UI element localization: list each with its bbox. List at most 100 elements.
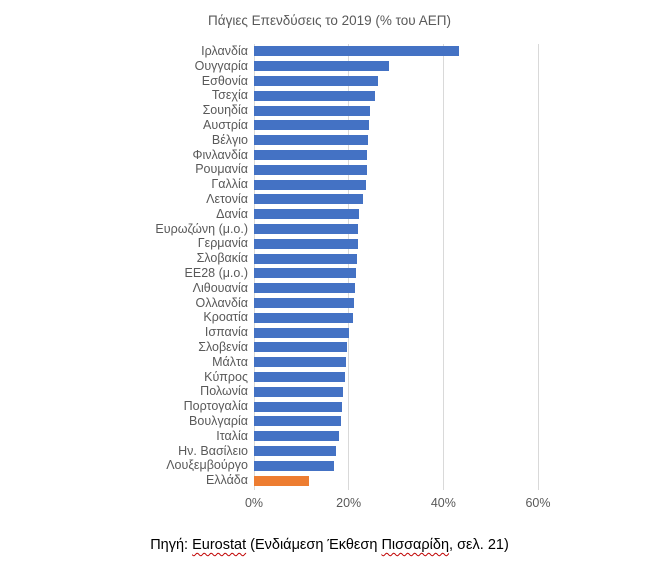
bar-track xyxy=(254,399,538,414)
bar-track xyxy=(254,370,538,385)
bar xyxy=(254,209,360,220)
bar xyxy=(254,283,355,294)
bar xyxy=(254,135,368,146)
x-tick-label: 20% xyxy=(336,496,362,510)
category-label: Λιθουανία xyxy=(192,280,248,295)
bar-track xyxy=(254,44,538,59)
source-caption: Πηγή: Eurostat (Ενδιάμεση Έκθεση Πισσαρί… xyxy=(0,537,659,553)
bar xyxy=(254,223,359,234)
category-label: Τσεχία xyxy=(211,88,248,103)
bar xyxy=(254,149,368,160)
bar-row: Λετονία xyxy=(0,192,538,207)
bar xyxy=(254,401,342,412)
bar-track xyxy=(254,177,538,192)
category-label: ΕΕ28 (μ.ο.) xyxy=(184,265,248,280)
category-label: Γαλλία xyxy=(211,177,248,192)
bar-track xyxy=(254,414,538,429)
y-axis-line xyxy=(253,44,255,490)
category-label: Εσθονία xyxy=(201,73,248,88)
bar-track xyxy=(254,310,538,325)
category-label: Ιρλανδία xyxy=(201,44,248,58)
bar-row: Πορτογαλία xyxy=(0,399,538,414)
bar xyxy=(254,105,370,116)
bar xyxy=(254,475,309,486)
x-tick-label: 40% xyxy=(430,496,456,510)
category-label: Ευρωζώνη (μ.ο.) xyxy=(155,221,248,236)
bar-row: Ιταλία xyxy=(0,429,538,444)
bar-row: Λιθουανία xyxy=(0,281,538,296)
bar-track xyxy=(254,444,538,459)
bar xyxy=(254,327,350,338)
bar xyxy=(254,357,346,368)
caption-middle: (Ενδιάμεση Έκθεση xyxy=(246,537,382,553)
bar xyxy=(254,164,367,175)
bar xyxy=(254,416,341,427)
bar xyxy=(254,460,334,471)
bar xyxy=(254,253,357,264)
bar-row: Σλοβακία xyxy=(0,251,538,266)
bar-track xyxy=(254,162,538,177)
bar-track xyxy=(254,251,538,266)
bar-track xyxy=(254,148,538,163)
category-label: Μάλτα xyxy=(212,354,248,369)
bar xyxy=(254,90,375,101)
category-label: Σλοβακία xyxy=(196,251,248,266)
bar xyxy=(254,371,345,382)
bar-row: Ιρλανδία xyxy=(0,44,538,59)
bar xyxy=(254,268,356,279)
x-axis: 0% 20% 40% 60% xyxy=(245,496,551,512)
category-label: Δανία xyxy=(216,206,248,221)
bar-track xyxy=(254,429,538,444)
bar-row: Εσθονία xyxy=(0,74,538,89)
bar-track xyxy=(254,355,538,370)
bar-row: Ουγγαρία xyxy=(0,59,538,74)
bar-row: Φινλανδία xyxy=(0,148,538,163)
bar-row: Ευρωζώνη (μ.ο.) xyxy=(0,222,538,237)
bar-track xyxy=(254,281,538,296)
chart-title: Πάγιες Επενδύσεις το 2019 (% του ΑΕΠ) xyxy=(208,13,451,28)
bar-row: Ελλάδα xyxy=(0,473,538,488)
bar-row: Δανία xyxy=(0,207,538,222)
bar-row: Μάλτα xyxy=(0,355,538,370)
bar xyxy=(254,238,358,249)
bar-track xyxy=(254,266,538,281)
caption-report-word: Πισσαρίδη xyxy=(381,537,450,553)
x-tick-label: 60% xyxy=(525,496,551,510)
bar-row: ΕΕ28 (μ.ο.) xyxy=(0,266,538,281)
bar-row: Ολλανδία xyxy=(0,296,538,311)
caption-source-word: Eurostat xyxy=(192,537,247,553)
category-label: Ισπανία xyxy=(204,325,248,340)
bar-track xyxy=(254,207,538,222)
bar-track xyxy=(254,103,538,118)
bar xyxy=(254,342,347,353)
bar-row: Ρουμανία xyxy=(0,162,538,177)
bar-row: Ισπανία xyxy=(0,325,538,340)
bar xyxy=(254,312,353,323)
bar-row: Κροατία xyxy=(0,310,538,325)
bar-track xyxy=(254,458,538,473)
bar xyxy=(254,297,354,308)
bar xyxy=(254,179,366,190)
category-label: Αυστρία xyxy=(203,117,248,132)
category-label: Φινλανδία xyxy=(192,147,249,162)
bar xyxy=(254,445,336,456)
bar-row: Ην. Βασίλειο xyxy=(0,444,538,459)
bar-row: Βέλγιο xyxy=(0,133,538,148)
category-label: Ην. Βασίλειο xyxy=(178,443,248,458)
bar-row: Γαλλία xyxy=(0,177,538,192)
category-label: Ουγγαρία xyxy=(194,58,248,73)
caption-prefix: Πηγή: xyxy=(150,537,193,553)
category-label: Ολλανδία xyxy=(195,295,248,310)
bar-row: Αυστρία xyxy=(0,118,538,133)
gridline xyxy=(442,44,444,490)
category-label: Ρουμανία xyxy=(195,162,248,177)
bar-track xyxy=(254,384,538,399)
category-label: Γερμανία xyxy=(197,236,248,251)
bar-track xyxy=(254,192,538,207)
category-label: Ιταλία xyxy=(216,428,248,443)
caption-suffix: , σελ. 21) xyxy=(449,537,509,553)
bar-row: Πολωνία xyxy=(0,384,538,399)
bar-row: Βουλγαρία xyxy=(0,414,538,429)
bar-track xyxy=(254,118,538,133)
